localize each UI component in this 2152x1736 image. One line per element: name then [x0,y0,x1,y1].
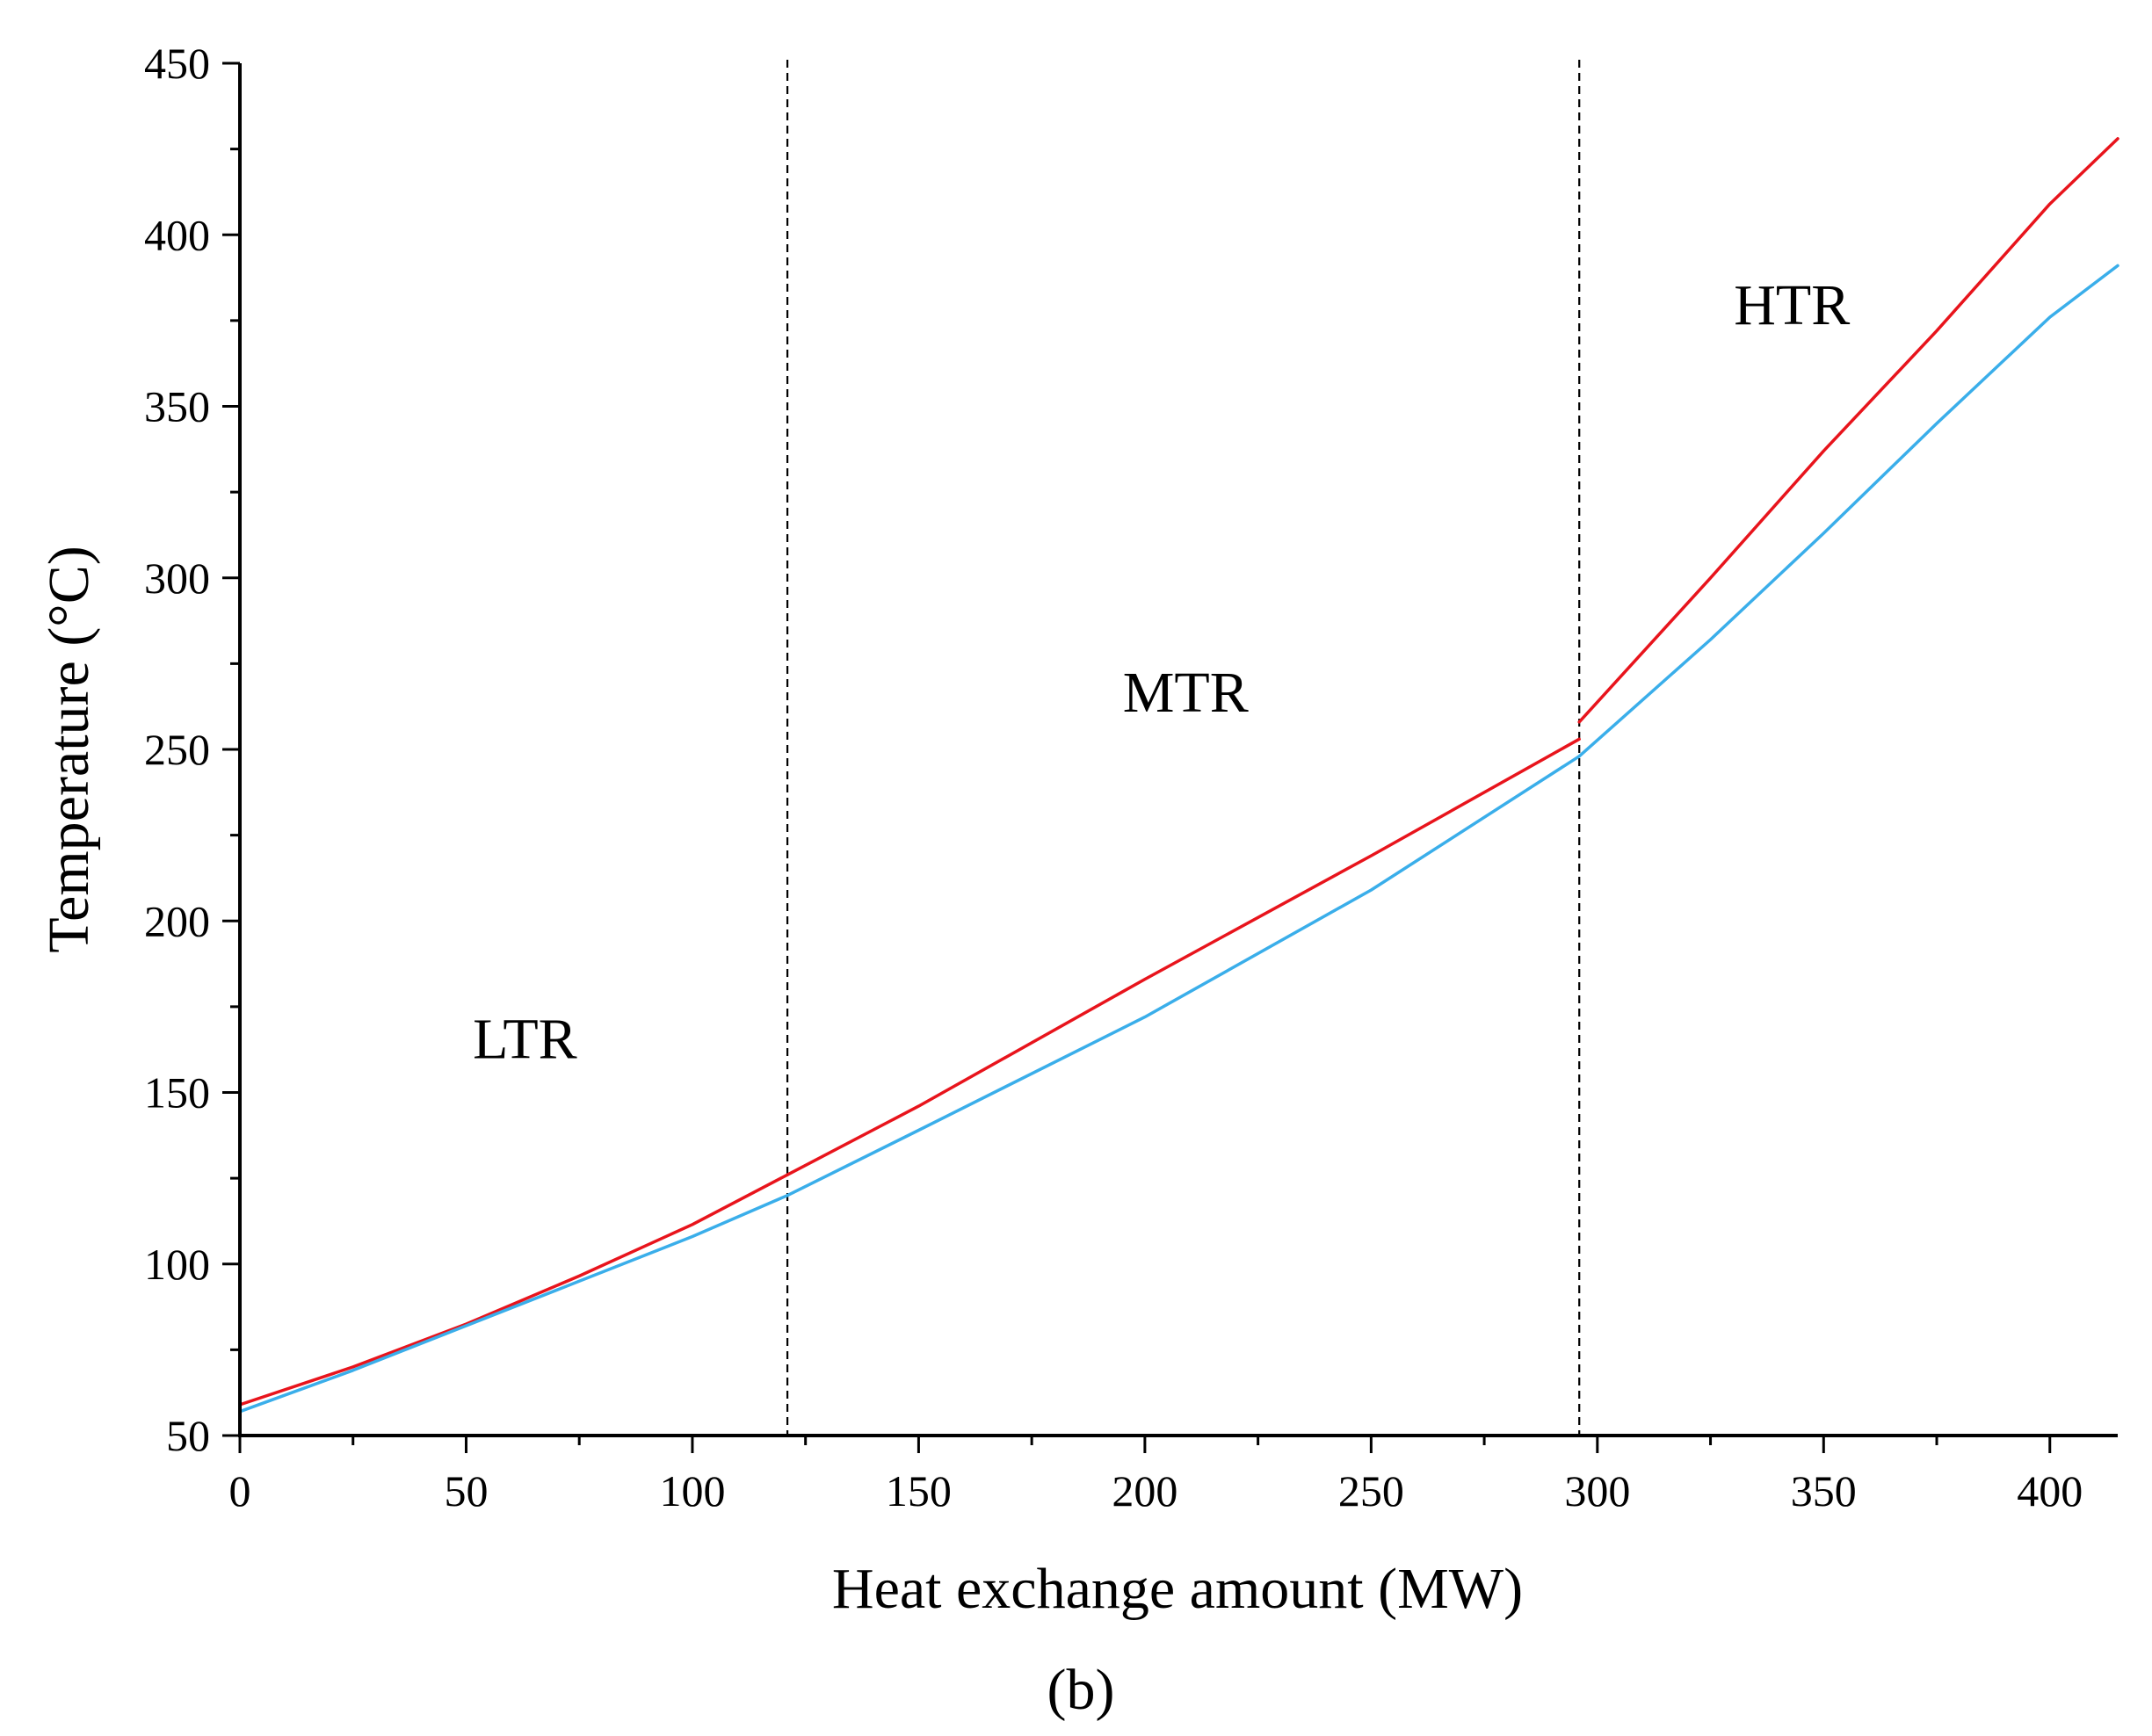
y-tick-label: 200 [144,896,210,945]
x-tick-label: 200 [1112,1466,1177,1515]
labels-layer: 0 50 100 150 200 250 300 350 400 50 100 150 200 250 30… [144,39,2083,1515]
y-tick-label: 350 [144,382,210,431]
region-label-ltr: LTR [473,1007,577,1071]
y-tick-label: 150 [144,1068,210,1118]
panel-label: (b) [1047,1658,1115,1722]
dividers-layer [786,60,1581,1436]
x-tick-label: 250 [1338,1466,1404,1515]
x-tick-label: 350 [1791,1466,1857,1515]
y-tick-label: 450 [144,39,210,88]
x-axis-title: Heat exchange amount (MW) [832,1557,1523,1621]
ticks-layer [222,61,2052,1453]
axes-layer [238,63,2118,1437]
x-tick-label: 150 [886,1466,952,1515]
x-tick-label: 50 [444,1466,488,1515]
cold-stream-line-segment [1577,264,2119,758]
x-tick-label: 0 [229,1466,251,1515]
y-axis-title: Temperature (°C) [37,546,101,952]
region-label-mtr: MTR [1123,661,1249,725]
x-tick-label: 100 [659,1466,725,1515]
y-tick-label: 400 [144,210,210,259]
series-layer [238,137,2119,1414]
x-tick-label: 300 [1564,1466,1630,1515]
y-tick-label: 50 [166,1411,210,1460]
hot-stream-line-segment [786,737,1581,1176]
hot-stream-line-segment [1577,137,2119,724]
cold-stream-line-segment [238,1193,789,1414]
x-tick-label: 400 [2017,1466,2083,1515]
y-tick-label: 250 [144,725,210,774]
y-tick-label: 300 [144,553,210,603]
hot-stream-line-segment [238,1173,789,1407]
region-label-htr: HTR [1734,273,1850,337]
y-tick-label: 100 [144,1240,210,1289]
cold-stream-line-segment [786,755,1581,1197]
